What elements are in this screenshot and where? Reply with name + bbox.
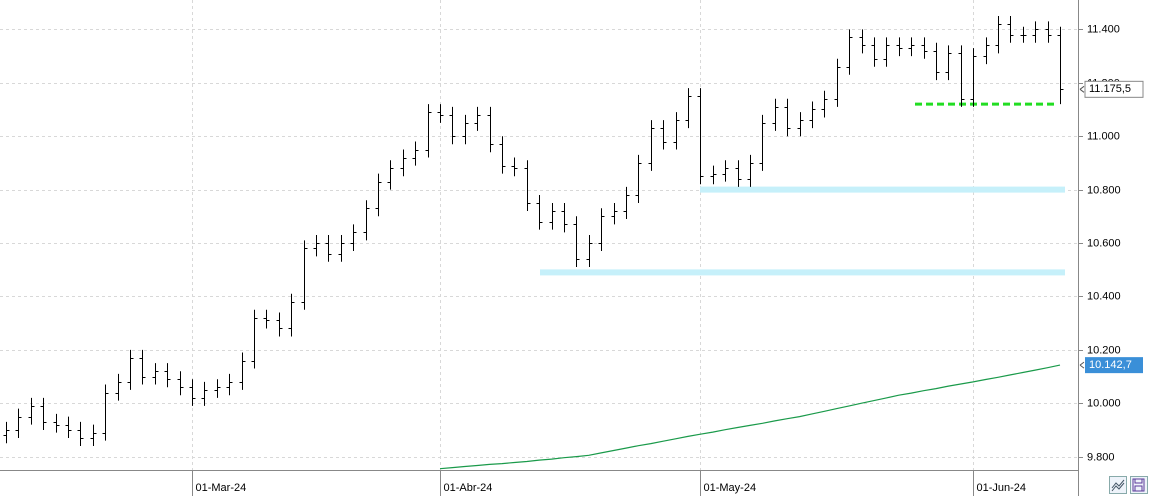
price-label-arrow xyxy=(1079,85,1085,93)
toolbar xyxy=(1109,476,1148,494)
y-tick-label: 10.000 xyxy=(1087,397,1121,409)
level-band xyxy=(540,269,1065,276)
zoom-icon xyxy=(1111,479,1125,492)
x-tick-label: 01-Abr-24 xyxy=(444,482,493,494)
price-label-box xyxy=(1084,80,1144,98)
x-tick-label: 01-Mar-24 xyxy=(196,482,247,494)
x-tick-label: 01-Jun-24 xyxy=(977,482,1027,494)
y-tick-label: 10.200 xyxy=(1087,344,1121,356)
level-band xyxy=(700,186,1065,193)
y-tick-label: 11.400 xyxy=(1087,23,1120,35)
price-label: 11.175,5 xyxy=(1089,83,1131,95)
moving-average-line xyxy=(439,364,1061,470)
y-tick-label: 10.800 xyxy=(1087,184,1121,196)
y-tick-label: 10.600 xyxy=(1087,237,1121,249)
y-tick-label: 9.800 xyxy=(1087,451,1115,463)
ma-label: 10.142,7 xyxy=(1089,359,1132,371)
ma-label-box xyxy=(1085,357,1143,374)
ma-label-arrow xyxy=(1079,361,1085,369)
x-tick-label: 01-May-24 xyxy=(704,482,757,494)
save-icon xyxy=(1132,478,1145,492)
y-tick-label: 10.400 xyxy=(1087,290,1121,302)
y-tick-label: 11.000 xyxy=(1087,130,1120,142)
